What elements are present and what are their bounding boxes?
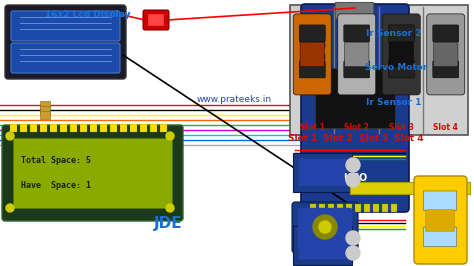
FancyBboxPatch shape xyxy=(148,14,164,26)
FancyBboxPatch shape xyxy=(299,25,325,42)
FancyBboxPatch shape xyxy=(434,42,458,67)
Bar xyxy=(30,124,37,132)
Circle shape xyxy=(346,231,360,245)
Circle shape xyxy=(346,246,360,260)
FancyBboxPatch shape xyxy=(433,61,459,78)
Circle shape xyxy=(346,158,360,172)
Circle shape xyxy=(346,173,360,187)
Bar xyxy=(315,68,395,128)
Bar xyxy=(70,124,77,132)
FancyBboxPatch shape xyxy=(298,208,352,247)
Bar xyxy=(350,182,470,194)
Circle shape xyxy=(166,132,174,140)
Bar xyxy=(100,124,107,132)
FancyBboxPatch shape xyxy=(423,227,457,247)
FancyBboxPatch shape xyxy=(299,232,346,259)
FancyBboxPatch shape xyxy=(388,25,414,42)
FancyBboxPatch shape xyxy=(427,14,465,95)
Text: Slot 2: Slot 2 xyxy=(323,134,352,143)
Text: Slot 1: Slot 1 xyxy=(300,123,325,131)
Text: 16x2 Lcd Display: 16x2 Lcd Display xyxy=(45,10,130,19)
Bar xyxy=(110,124,117,132)
FancyBboxPatch shape xyxy=(293,226,352,265)
FancyBboxPatch shape xyxy=(299,159,346,186)
FancyBboxPatch shape xyxy=(344,25,370,42)
Text: Slot 2: Slot 2 xyxy=(344,123,369,131)
FancyBboxPatch shape xyxy=(293,14,331,95)
FancyBboxPatch shape xyxy=(301,4,409,212)
Bar xyxy=(13,138,172,208)
Bar xyxy=(290,5,468,135)
Circle shape xyxy=(166,204,174,212)
FancyBboxPatch shape xyxy=(299,61,325,78)
Text: Slot 4: Slot 4 xyxy=(433,123,458,131)
Circle shape xyxy=(313,215,337,239)
Text: 16x2 Lcd Display: 16x2 Lcd Display xyxy=(45,10,130,19)
Bar xyxy=(130,124,137,132)
Circle shape xyxy=(6,204,14,212)
Text: Ir Sensor 1: Ir Sensor 1 xyxy=(365,98,421,107)
Bar xyxy=(60,124,67,132)
Text: Servo Motor: Servo Motor xyxy=(365,63,427,72)
FancyBboxPatch shape xyxy=(433,25,459,42)
Circle shape xyxy=(6,132,14,140)
Text: Have  Space: 1: Have Space: 1 xyxy=(21,181,91,190)
FancyBboxPatch shape xyxy=(300,42,324,67)
Text: Total Space: 5: Total Space: 5 xyxy=(21,156,91,165)
Bar xyxy=(10,124,17,132)
Bar xyxy=(335,2,373,18)
Bar xyxy=(160,124,167,132)
Bar xyxy=(328,204,334,212)
FancyBboxPatch shape xyxy=(293,153,352,192)
Bar xyxy=(80,124,87,132)
Bar xyxy=(150,124,157,132)
Bar xyxy=(346,204,352,212)
Text: Slot 4: Slot 4 xyxy=(394,134,423,143)
FancyBboxPatch shape xyxy=(11,43,120,73)
Bar xyxy=(364,204,370,212)
Bar xyxy=(40,111,50,119)
FancyBboxPatch shape xyxy=(143,10,169,30)
FancyBboxPatch shape xyxy=(344,61,370,78)
Text: Slot 3: Slot 3 xyxy=(359,134,388,143)
FancyBboxPatch shape xyxy=(382,14,420,95)
Bar xyxy=(20,124,27,132)
FancyBboxPatch shape xyxy=(292,202,358,253)
Bar xyxy=(337,204,343,212)
Circle shape xyxy=(315,40,325,50)
FancyBboxPatch shape xyxy=(388,61,414,78)
Bar xyxy=(355,204,361,212)
FancyBboxPatch shape xyxy=(414,176,467,264)
Bar xyxy=(382,204,388,212)
Bar xyxy=(140,124,147,132)
Circle shape xyxy=(319,221,331,233)
Text: Ir Sensor 2: Ir Sensor 2 xyxy=(365,29,421,38)
Text: JDE: JDE xyxy=(154,216,182,231)
FancyBboxPatch shape xyxy=(2,125,183,221)
FancyBboxPatch shape xyxy=(423,191,457,211)
FancyBboxPatch shape xyxy=(338,14,376,95)
Bar xyxy=(310,204,316,212)
Text: www.prateeks.in: www.prateeks.in xyxy=(197,95,272,104)
Text: Slot 3: Slot 3 xyxy=(389,123,414,131)
FancyBboxPatch shape xyxy=(11,11,120,41)
Bar xyxy=(40,124,47,132)
Circle shape xyxy=(315,28,325,38)
FancyBboxPatch shape xyxy=(5,5,126,79)
Bar xyxy=(391,204,397,212)
Bar xyxy=(120,124,127,132)
Text: UNO: UNO xyxy=(343,173,367,183)
Bar xyxy=(319,204,325,212)
Bar xyxy=(50,124,57,132)
Bar xyxy=(90,124,97,132)
Bar xyxy=(40,101,50,109)
Bar xyxy=(373,204,379,212)
FancyBboxPatch shape xyxy=(389,42,413,67)
FancyBboxPatch shape xyxy=(345,42,369,67)
FancyBboxPatch shape xyxy=(426,209,455,231)
Circle shape xyxy=(315,52,325,62)
Text: Slot 1: Slot 1 xyxy=(288,134,317,143)
Bar xyxy=(40,106,50,114)
